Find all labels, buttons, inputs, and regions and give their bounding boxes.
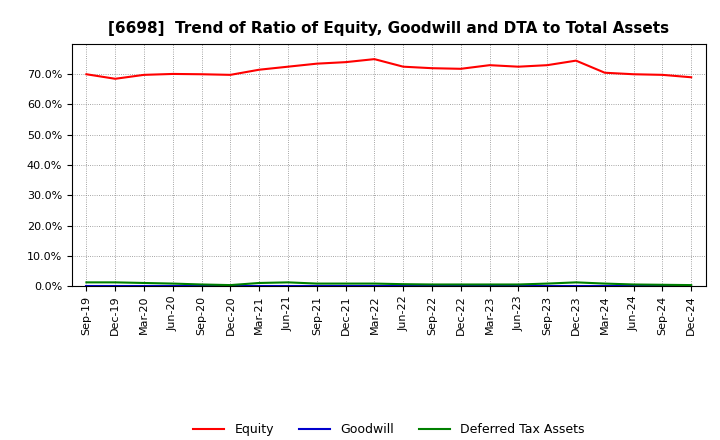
Equity: [572, 58, 580, 63]
Equity: [687, 75, 696, 80]
Equity: [370, 56, 379, 62]
Equity: [140, 72, 148, 77]
Equity: [456, 66, 465, 71]
Goodwill: [658, 283, 667, 289]
Deferred Tax Assets: [111, 280, 120, 285]
Equity: [485, 62, 494, 68]
Deferred Tax Assets: [370, 281, 379, 286]
Equity: [543, 62, 552, 68]
Goodwill: [197, 283, 206, 289]
Deferred Tax Assets: [284, 280, 292, 285]
Goodwill: [370, 283, 379, 289]
Line: Deferred Tax Assets: Deferred Tax Assets: [86, 282, 691, 285]
Goodwill: [428, 283, 436, 289]
Deferred Tax Assets: [168, 281, 177, 286]
Goodwill: [111, 283, 120, 289]
Goodwill: [140, 283, 148, 289]
Deferred Tax Assets: [255, 280, 264, 286]
Deferred Tax Assets: [456, 282, 465, 287]
Deferred Tax Assets: [428, 282, 436, 287]
Equity: [255, 67, 264, 72]
Equity: [629, 72, 638, 77]
Equity: [284, 64, 292, 70]
Deferred Tax Assets: [226, 282, 235, 288]
Deferred Tax Assets: [82, 280, 91, 285]
Equity: [111, 76, 120, 81]
Equity: [658, 72, 667, 77]
Deferred Tax Assets: [600, 281, 609, 286]
Goodwill: [543, 283, 552, 289]
Goodwill: [255, 283, 264, 289]
Goodwill: [629, 283, 638, 289]
Equity: [514, 64, 523, 70]
Goodwill: [226, 283, 235, 289]
Line: Equity: Equity: [86, 59, 691, 79]
Title: [6698]  Trend of Ratio of Equity, Goodwill and DTA to Total Assets: [6698] Trend of Ratio of Equity, Goodwil…: [108, 21, 670, 36]
Deferred Tax Assets: [543, 281, 552, 286]
Equity: [399, 64, 408, 70]
Goodwill: [168, 283, 177, 289]
Legend: Equity, Goodwill, Deferred Tax Assets: Equity, Goodwill, Deferred Tax Assets: [188, 418, 590, 440]
Goodwill: [687, 283, 696, 289]
Goodwill: [399, 283, 408, 289]
Equity: [168, 71, 177, 77]
Equity: [226, 72, 235, 77]
Deferred Tax Assets: [140, 280, 148, 286]
Deferred Tax Assets: [572, 280, 580, 285]
Goodwill: [572, 283, 580, 289]
Deferred Tax Assets: [485, 282, 494, 287]
Goodwill: [341, 283, 350, 289]
Deferred Tax Assets: [687, 282, 696, 288]
Deferred Tax Assets: [197, 282, 206, 287]
Goodwill: [600, 283, 609, 289]
Deferred Tax Assets: [514, 282, 523, 287]
Goodwill: [312, 283, 321, 289]
Goodwill: [514, 283, 523, 289]
Equity: [600, 70, 609, 75]
Goodwill: [485, 283, 494, 289]
Equity: [341, 59, 350, 65]
Goodwill: [82, 283, 91, 289]
Deferred Tax Assets: [341, 281, 350, 286]
Deferred Tax Assets: [658, 282, 667, 287]
Equity: [428, 66, 436, 71]
Equity: [197, 72, 206, 77]
Deferred Tax Assets: [312, 281, 321, 286]
Equity: [312, 61, 321, 66]
Goodwill: [284, 283, 292, 289]
Equity: [82, 72, 91, 77]
Deferred Tax Assets: [629, 282, 638, 287]
Deferred Tax Assets: [399, 282, 408, 287]
Goodwill: [456, 283, 465, 289]
